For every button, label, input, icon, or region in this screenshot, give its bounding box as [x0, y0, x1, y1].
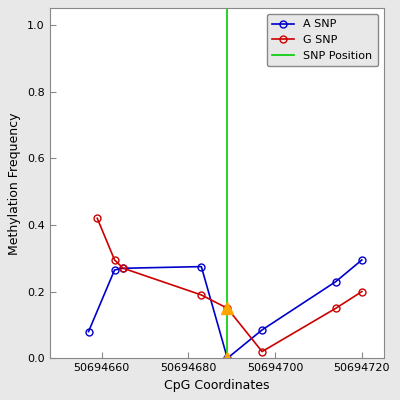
- A SNP: [86, 329, 91, 334]
- G SNP: [121, 266, 126, 271]
- Y-axis label: Methylation Frequency: Methylation Frequency: [8, 112, 21, 254]
- G SNP: [112, 258, 117, 262]
- G SNP: [334, 306, 338, 311]
- A SNP: [199, 264, 204, 269]
- A SNP: [112, 268, 117, 272]
- Line: G SNP: G SNP: [94, 215, 365, 355]
- A SNP: [121, 266, 126, 271]
- Line: A SNP: A SNP: [85, 256, 365, 362]
- A SNP: [260, 328, 264, 332]
- A SNP: [225, 356, 230, 361]
- A SNP: [360, 258, 364, 262]
- G SNP: [225, 306, 230, 311]
- X-axis label: CpG Coordinates: CpG Coordinates: [164, 379, 269, 392]
- Legend: A SNP, G SNP, SNP Position: A SNP, G SNP, SNP Position: [267, 14, 378, 66]
- A SNP: [334, 279, 338, 284]
- G SNP: [199, 292, 204, 297]
- G SNP: [95, 216, 100, 221]
- G SNP: [260, 349, 264, 354]
- G SNP: [360, 289, 364, 294]
